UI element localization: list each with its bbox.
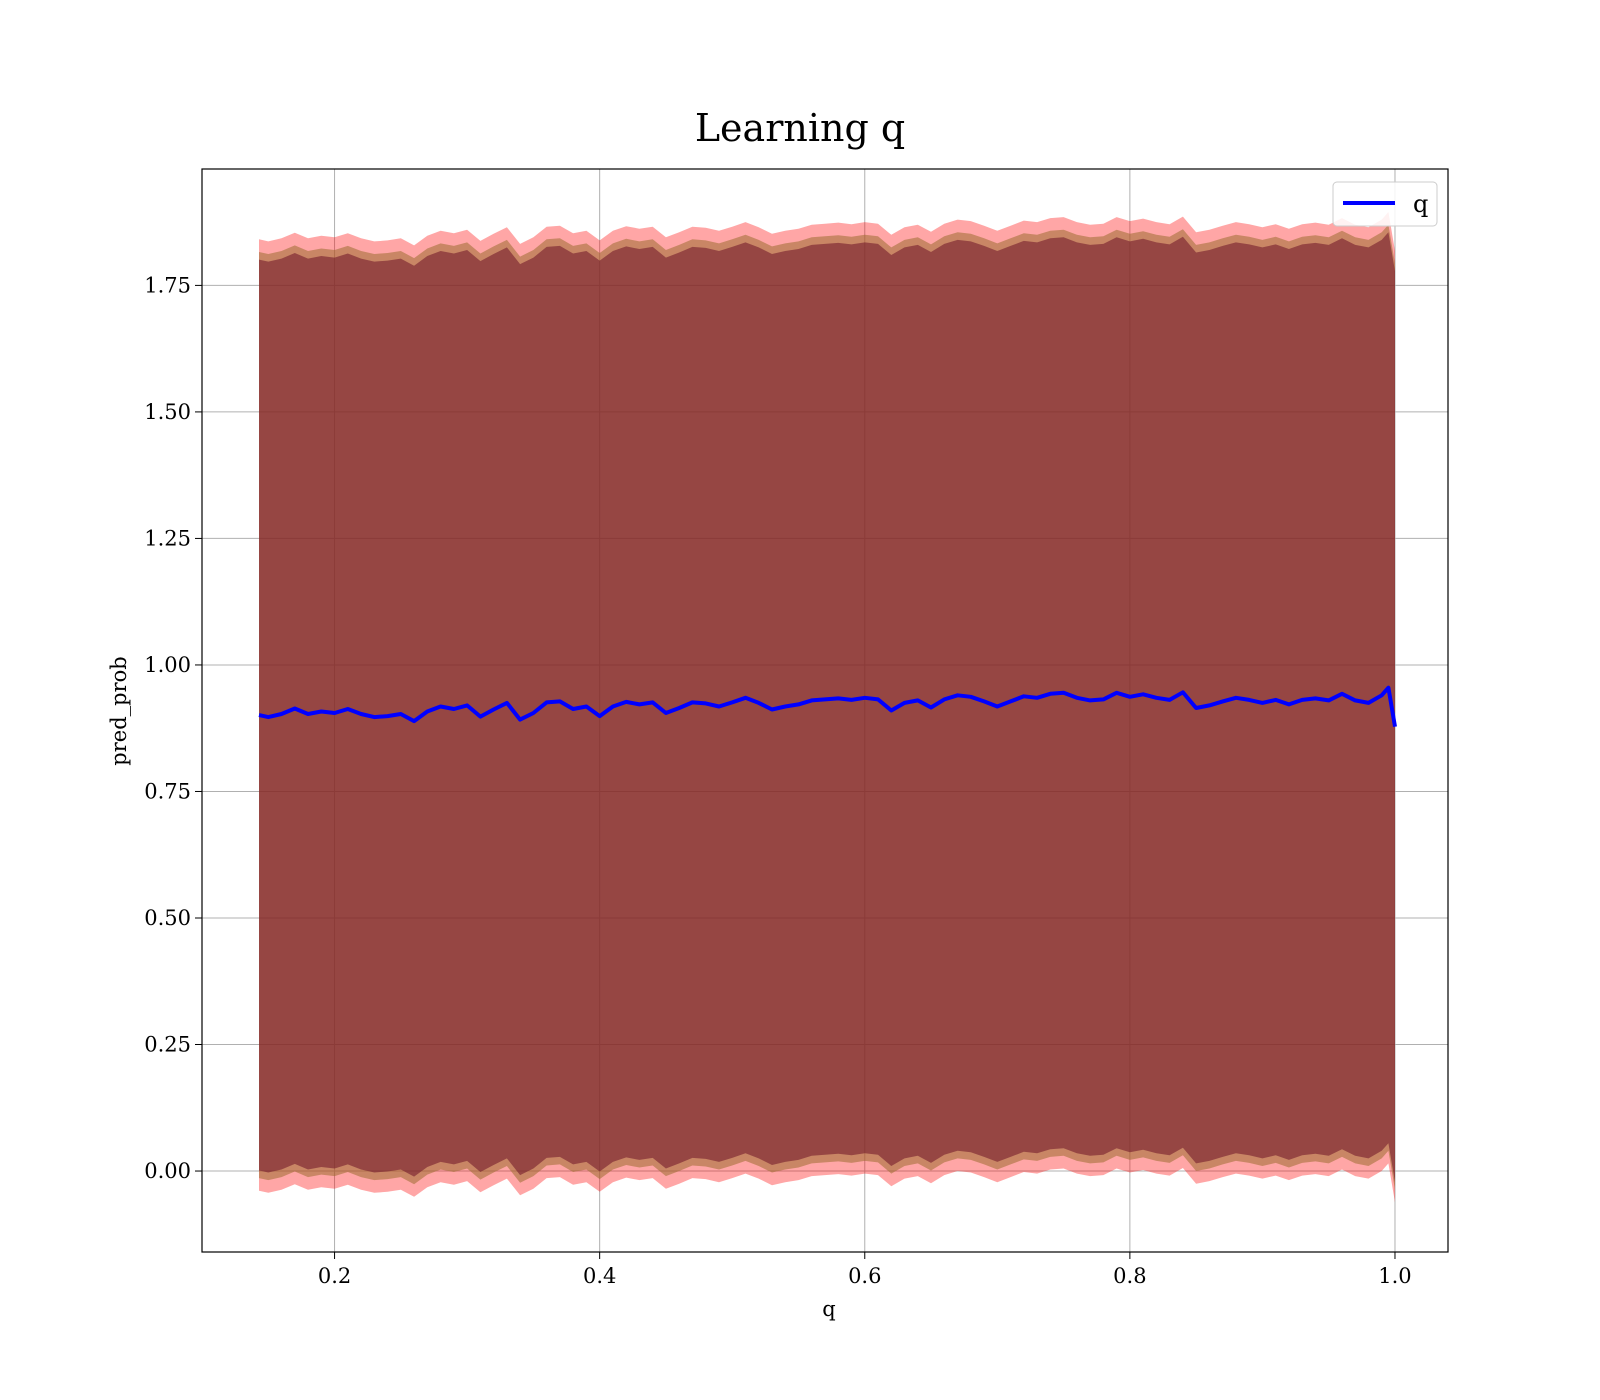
plot-frame — [201, 168, 1449, 1253]
x-tick-label: 0.2 — [318, 1264, 351, 1288]
y-tick-label: 0.50 — [144, 906, 191, 930]
y-tick-label: 0.25 — [144, 1033, 191, 1057]
series-line-q — [258, 685, 1397, 728]
x-axis-label: q — [822, 1297, 835, 1321]
x-tick-label: 0.8 — [1113, 1264, 1146, 1288]
legend: q — [1332, 181, 1438, 227]
y-tick-label: 1.50 — [144, 400, 191, 424]
legend-label-q: q — [1413, 190, 1428, 218]
x-axis: 0.2 0.4 0.6 0.8 1.0 — [318, 1252, 1412, 1288]
y-tick-label: 1.00 — [144, 653, 191, 677]
band-inner — [259, 232, 1395, 1183]
series-lines — [258, 685, 1397, 728]
x-tick-label: 0.4 — [583, 1264, 616, 1288]
y-tick-label: 0.75 — [144, 779, 191, 803]
y-tick-label: 0.00 — [144, 1159, 191, 1183]
uncertainty-bands — [259, 212, 1395, 1203]
y-axis-label: pred_prob — [107, 656, 131, 765]
x-tick-label: 0.6 — [848, 1264, 881, 1288]
chart-title: Learning q — [695, 106, 905, 150]
x-tick-label: 1.0 — [1378, 1264, 1411, 1288]
y-axis: 0.00 0.25 0.50 0.75 1.00 1.25 1.50 1.75 — [144, 273, 202, 1183]
y-tick-label: 1.25 — [144, 526, 191, 550]
y-tick-label: 1.75 — [144, 273, 191, 297]
